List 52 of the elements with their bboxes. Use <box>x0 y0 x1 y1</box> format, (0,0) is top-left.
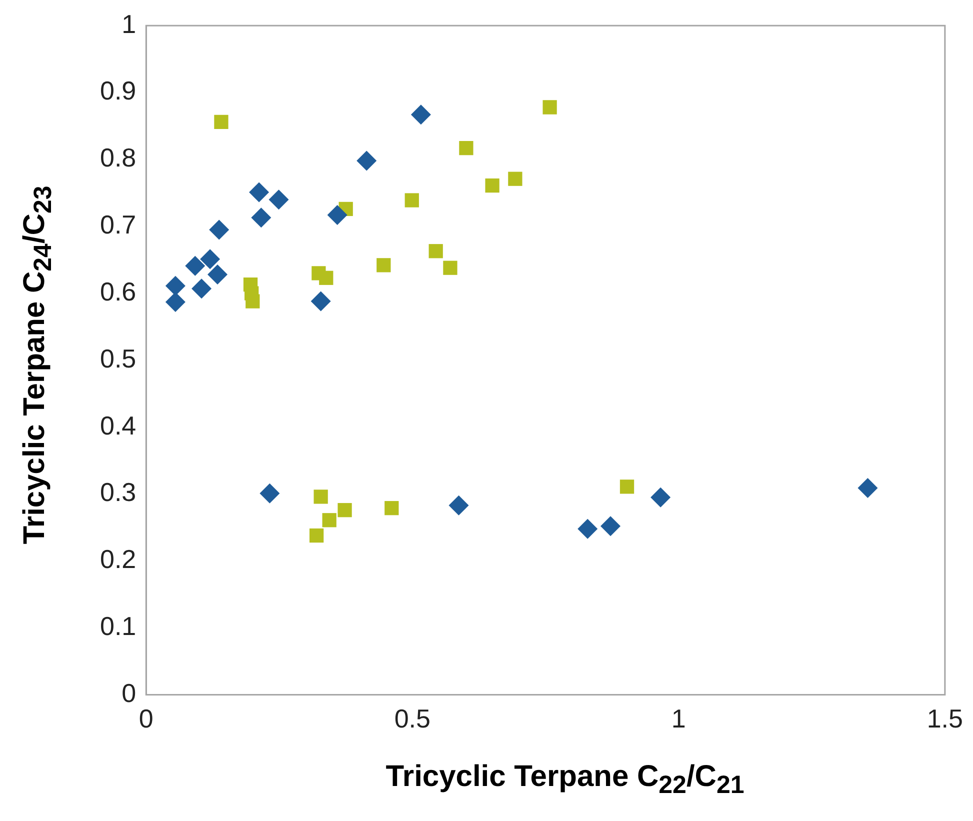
point <box>327 204 348 225</box>
point <box>165 292 186 312</box>
y-tick-label: 0.3 <box>100 477 136 508</box>
point <box>459 140 474 156</box>
point <box>650 487 671 508</box>
y-tick-label: 0.2 <box>100 544 136 574</box>
point <box>322 513 336 528</box>
y-tick-label: 0.6 <box>100 276 136 306</box>
point <box>508 172 522 186</box>
point <box>214 114 228 130</box>
y-tick-label: 0.9 <box>100 76 136 106</box>
y-tick-label: 0 <box>122 678 136 708</box>
y-tick-label: 0.5 <box>100 343 136 374</box>
point <box>260 483 280 504</box>
point <box>443 260 458 275</box>
point <box>578 518 598 539</box>
point <box>428 244 443 258</box>
point <box>309 528 324 543</box>
point <box>249 182 270 202</box>
point <box>268 190 289 210</box>
point <box>314 490 328 504</box>
point <box>404 193 419 208</box>
x-axis-title: Tricyclic Terpane C$_{22}$/C$_{21}$ <box>386 760 744 800</box>
y-tick-label: 0.8 <box>100 142 136 173</box>
point <box>542 100 557 114</box>
point <box>448 495 469 516</box>
point <box>192 278 212 299</box>
point <box>200 249 220 270</box>
point <box>384 501 399 516</box>
point <box>620 480 634 494</box>
point <box>209 220 230 240</box>
x-tick-label: 0.5 <box>394 704 430 734</box>
point <box>858 478 878 498</box>
point <box>485 178 500 193</box>
x-tick-label: 1.5 <box>926 704 964 734</box>
point <box>338 503 352 518</box>
point <box>319 270 334 285</box>
point <box>310 291 331 312</box>
y-tick-label: 0.4 <box>100 410 136 440</box>
y-tick-label: 1 <box>122 8 136 39</box>
point <box>251 208 272 228</box>
point <box>600 516 621 536</box>
point <box>376 258 391 272</box>
y-tick-label: 0.7 <box>100 210 136 240</box>
point <box>356 150 377 171</box>
point <box>165 276 186 296</box>
x-tick-label: 1 <box>671 704 686 734</box>
point <box>208 264 228 285</box>
point <box>410 104 431 125</box>
y-tick-label: 0.1 <box>100 611 136 642</box>
point <box>246 294 260 308</box>
point <box>185 256 206 276</box>
